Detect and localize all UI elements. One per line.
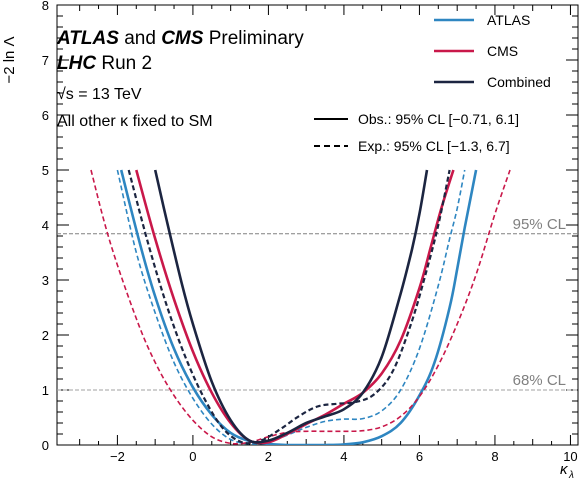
and-label: and <box>124 28 156 49</box>
x-tick-label: 0 <box>189 449 196 464</box>
axis-tick-labels: −2 0 2 4 6 8 10 0 1 2 3 4 5 6 7 8 <box>42 0 578 464</box>
preliminary-label: Preliminary <box>209 28 305 49</box>
atlas-observed-curve <box>119 169 478 445</box>
y-tick-label: 1 <box>42 383 49 398</box>
atlas-label: ATLAS <box>56 28 119 49</box>
legend-label-cms: CMS <box>487 43 518 59</box>
svg-text:λ: λ <box>568 470 574 481</box>
cms-observed-curve <box>135 169 455 445</box>
legend-label-atlas: ATLAS <box>487 12 530 28</box>
y-tick-label: 4 <box>42 218 49 233</box>
x-tick-label: 8 <box>491 449 498 464</box>
legend-label-combined: Combined <box>487 74 551 90</box>
likelihood-curves <box>90 169 511 445</box>
cms-expected-curve <box>90 169 511 445</box>
y-tick-label: 0 <box>42 438 49 453</box>
x-tick-label: 10 <box>563 449 577 464</box>
svg-text:κ: κ <box>560 461 569 478</box>
y-axis-title: −2 ln Λ <box>1 36 18 83</box>
cl-label: 95% CL <box>513 216 566 233</box>
run-label: Run 2 <box>101 53 152 74</box>
y-tick-label: 6 <box>42 108 49 123</box>
y-tick-label: 5 <box>42 163 49 178</box>
x-tick-label: 4 <box>340 449 347 464</box>
svg-text:LHC Run 2: LHC Run 2 <box>57 53 152 74</box>
y-tick-label: 2 <box>42 328 49 343</box>
y-tick-label: 8 <box>42 0 49 13</box>
legend-style-label: Obs.: 95% CL [−0.71, 6.1] <box>358 111 519 127</box>
y-tick-label: 7 <box>42 53 49 68</box>
x-tick-label: 2 <box>265 449 272 464</box>
energy-label: √s = 13 TeV <box>57 86 142 103</box>
atlas-expected-curve <box>116 169 466 445</box>
combined-observed-curve <box>153 169 429 444</box>
y-tick-label: 3 <box>42 273 49 288</box>
cms-label: CMS <box>161 28 204 49</box>
kappa-fixed-label: All other κ fixed to SM <box>57 113 213 130</box>
x-tick-label: −2 <box>110 449 125 464</box>
legend-style-label: Exp.: 95% CL [−1.3, 6.7] <box>358 138 510 154</box>
cl-reference-lines <box>57 233 578 391</box>
cl-label: 68% CL <box>513 372 566 389</box>
combined-expected-curve <box>127 169 451 445</box>
lhc-label: LHC <box>57 53 96 74</box>
axis-ticks <box>57 4 578 446</box>
x-axis-title: κ λ <box>560 461 574 481</box>
legend: ATLAS CMS Combined Obs.: 95% CL [−0.71, 6.1… <box>314 12 551 154</box>
experiment-annotation: ATLAS and CMS Preliminary LHC Run 2 √s =… <box>56 28 304 130</box>
svg-text:ATLAS and CMS: ATLAS and CMS Preliminary <box>56 28 304 49</box>
x-tick-label: 6 <box>416 449 423 464</box>
